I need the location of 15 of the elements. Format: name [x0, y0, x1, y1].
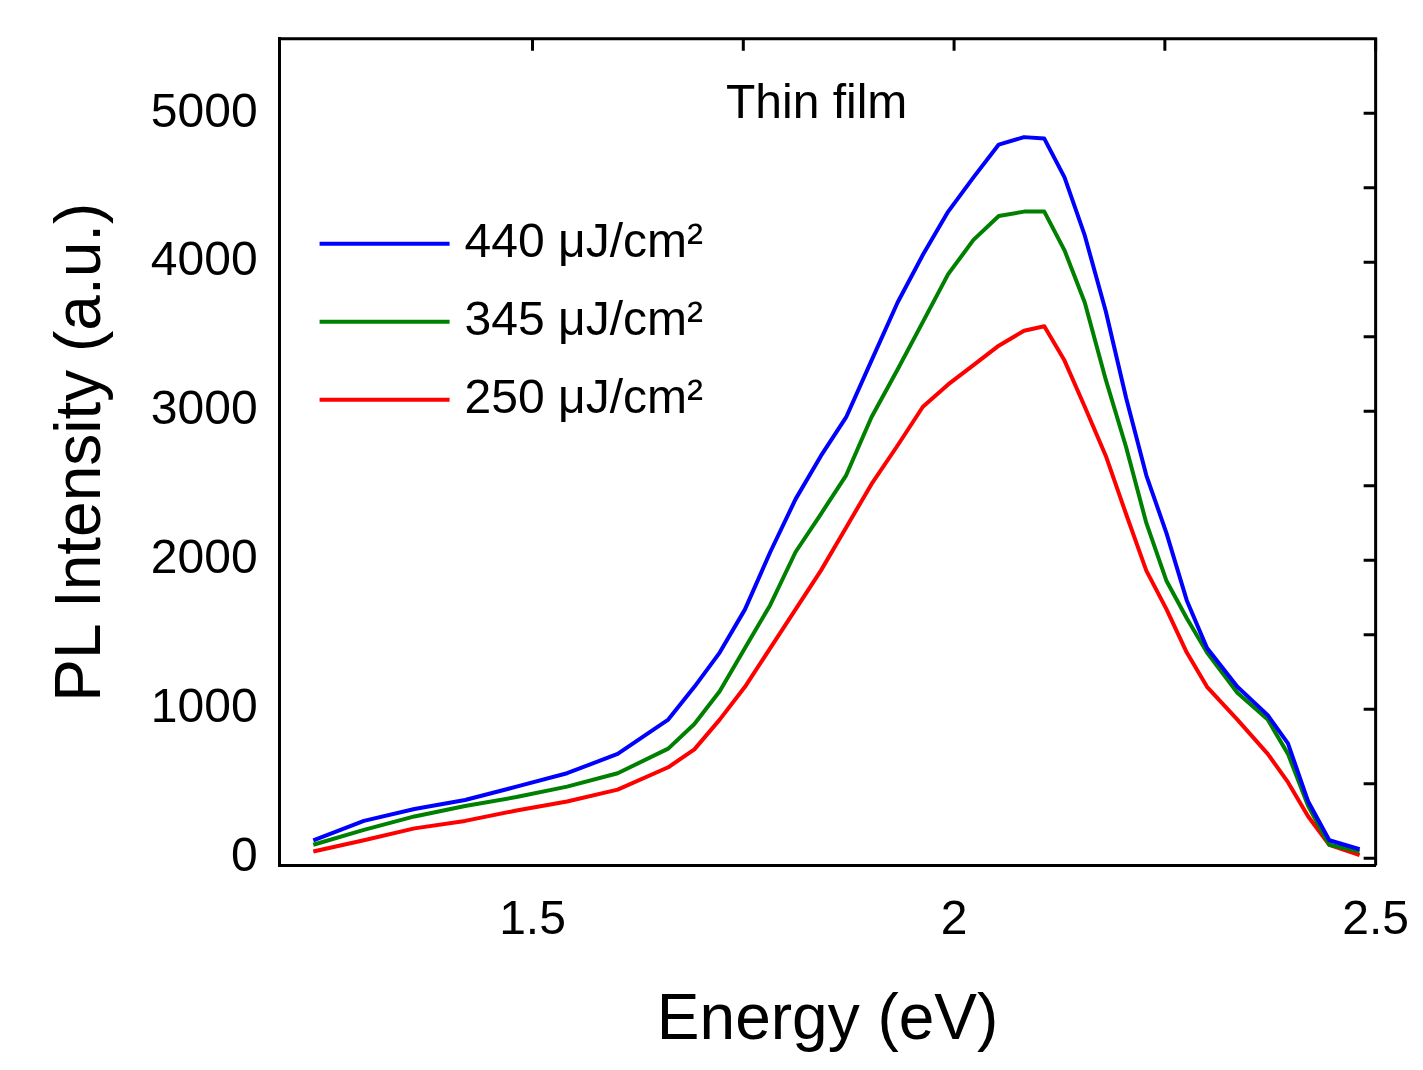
y-tick-label: 4000	[150, 232, 258, 286]
x-tick-label: 1.5	[499, 890, 566, 944]
y-tick-label: 3000	[150, 381, 258, 435]
annotation: Thin film	[725, 75, 908, 129]
y-tick-label: 5000	[150, 83, 258, 137]
legend-label: 250 μJ/cm²	[464, 370, 703, 424]
y-tick-label: 1000	[150, 679, 258, 733]
y-axis-title: PL Intensity (a.u.)	[42, 202, 115, 702]
y-tick-label: 2000	[150, 530, 258, 584]
x-tick-label: 2	[940, 890, 968, 944]
x-axis-title: Energy (eV)	[656, 981, 999, 1054]
legend-label: 440 μJ/cm²	[464, 214, 703, 268]
legend-label: 345 μJ/cm²	[464, 292, 703, 346]
x-tick-label: 2.5	[1342, 890, 1409, 944]
y-tick-label: 0	[230, 828, 258, 882]
